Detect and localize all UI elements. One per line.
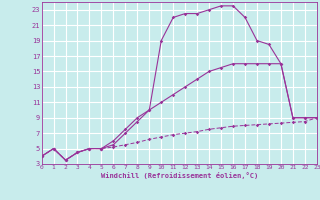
X-axis label: Windchill (Refroidissement éolien,°C): Windchill (Refroidissement éolien,°C) (100, 172, 258, 179)
